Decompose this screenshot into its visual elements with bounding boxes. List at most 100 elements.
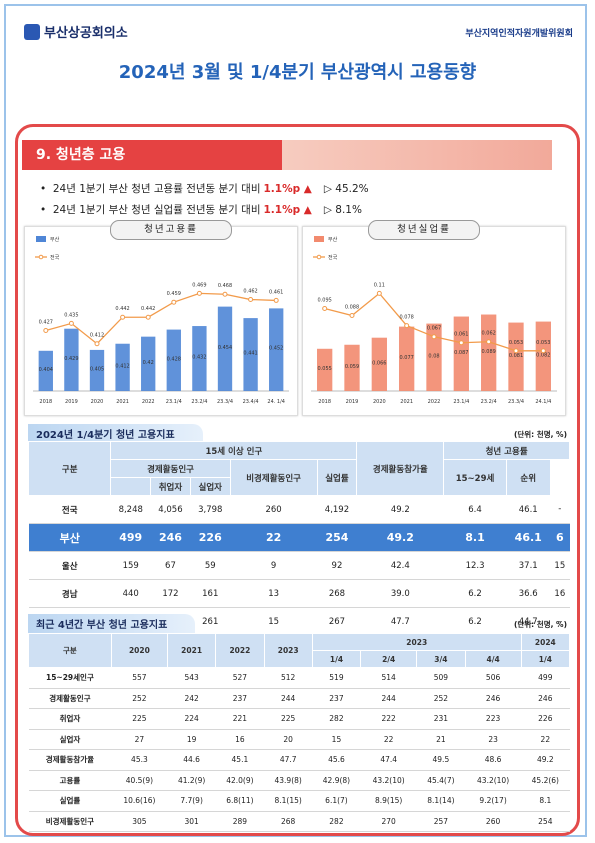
table-unit: (단위: 천명, %) <box>513 620 567 629</box>
table-cell: 499 <box>110 523 151 552</box>
bar <box>166 329 181 391</box>
table-cell: 44.7 <box>506 607 551 636</box>
table-cell: 260 <box>465 811 522 832</box>
table: 구분 15세 이상 인구 경제활동참가율 청년 고용률 경제활동인구 비경제활동… <box>27 441 570 636</box>
table-cell: 45.6 <box>312 749 361 771</box>
data-label: 0.053 <box>509 340 523 346</box>
data-label: 0.428 <box>167 356 181 362</box>
table-cell: 226 <box>521 708 570 730</box>
header-cell: 2022 <box>215 633 265 668</box>
header-cell: 실업자 <box>189 477 231 496</box>
table-cell: 49.2 <box>356 523 444 552</box>
table-cell: 261 <box>190 607 231 636</box>
table-cell: 6 <box>550 523 570 552</box>
table-cell: 246 <box>521 688 570 709</box>
bar <box>426 323 442 391</box>
table-cell: 282 <box>312 811 361 832</box>
data-label: 0.454 <box>218 345 232 351</box>
row-label: 경남 <box>28 579 111 608</box>
table-cell: 512 <box>264 667 313 689</box>
x-tick-label: 23.4/4 <box>243 399 259 405</box>
header-cell: 경제활동참가율 <box>356 441 445 496</box>
bar <box>453 316 469 391</box>
row-label: 취업자 <box>28 708 112 730</box>
line-marker <box>94 341 100 347</box>
bar <box>535 321 551 391</box>
table-cell: 15 <box>312 729 361 750</box>
data-label: 0.067 <box>427 326 441 332</box>
header-cell <box>110 477 152 496</box>
data-label: 0.461 <box>269 289 283 295</box>
legend-swatch <box>316 254 322 260</box>
logo-icon <box>24 23 40 40</box>
section-title: 9. 청년층 고용 <box>22 140 282 170</box>
x-tick-label: 23.2/4 <box>481 399 497 405</box>
table-cell: 225 <box>111 708 168 730</box>
x-tick-label: 2022 <box>428 399 441 405</box>
table-cell: 43.2(10) <box>360 770 417 791</box>
bullet-result: ▷ 8.1% <box>323 204 362 216</box>
table-cell: 6.4 <box>443 495 507 524</box>
data-label: 0.062 <box>482 331 496 337</box>
bar <box>371 337 387 391</box>
table-cell: 49.2 <box>356 495 444 524</box>
x-tick-label: 2021 <box>116 399 129 405</box>
chart-title: 청년실업률 <box>368 220 480 240</box>
table-row: 취업자 225 224 221 225 282 222 231 223 226 <box>28 708 570 730</box>
row-label: 전국 <box>28 495 111 524</box>
table-cell: 268 <box>264 811 313 832</box>
table-cell: 237 <box>215 688 265 709</box>
data-label: 0.081 <box>509 353 523 359</box>
table-cell: 223 <box>465 708 522 730</box>
data-label: 0.412 <box>115 363 129 369</box>
table-cell: 289 <box>215 811 265 832</box>
table-cell: 6.1(7) <box>312 790 361 812</box>
table-cell: 16 <box>550 579 570 608</box>
table-cell: 221 <box>215 708 265 730</box>
table-row: 경제활동인구 252 242 237 244 237 244 252 246 246 <box>28 688 570 709</box>
table-cell: 267 <box>317 607 357 636</box>
table-cell: 15 <box>230 607 318 636</box>
table-cell: 440 <box>110 579 151 608</box>
data-label: 0.432 <box>192 355 206 361</box>
table-cell: 22 <box>521 729 570 750</box>
table-row: 경남 440 172 161 13 268 39.0 6.2 36.6 16 <box>28 579 570 608</box>
header-cell: 1/4 <box>520 650 571 668</box>
bar <box>481 314 497 391</box>
x-tick-label: 24.1/4 <box>535 399 551 405</box>
table-cell: 47.4 <box>360 749 417 771</box>
table-cell: 252 <box>111 688 168 709</box>
table-row: 부산 499 246 226 22 254 49.2 8.1 46.1 6 <box>28 523 570 552</box>
table-cell: 8.1(14) <box>416 790 466 812</box>
data-label: 0.42 <box>143 360 154 366</box>
table-cell: 527 <box>215 667 265 689</box>
content-box <box>15 124 580 836</box>
data-label: 0.088 <box>345 305 359 311</box>
table-row: 고용률 40.5(9) 41.2(9) 42.0(9) 43.9(8) 42.9(8) 43… <box>28 770 570 791</box>
data-label: 0.469 <box>192 282 206 288</box>
table-cell: 252 <box>416 688 466 709</box>
line-marker <box>222 291 228 297</box>
table-cell: 41.2(9) <box>167 770 216 791</box>
table-cell: 519 <box>312 667 361 689</box>
bar <box>269 308 284 391</box>
bullet-change: 1.1%p ▲ <box>263 183 312 195</box>
table-cell: 39.0 <box>356 579 444 608</box>
x-tick-label: 2018 <box>39 399 52 405</box>
row-label: 비경제활동인구 <box>28 811 112 832</box>
data-label: 0.462 <box>243 289 257 295</box>
bar <box>508 322 524 391</box>
data-label: 0.441 <box>243 351 257 357</box>
line-marker <box>68 320 74 326</box>
chart-panel: 2018 2019 2020 2021 2022 23.1/4 23.2/4 23.3/4 23… <box>24 226 298 416</box>
table-row: 비경제활동인구 305 301 289 268 282 270 257 260 254 <box>28 811 570 832</box>
header-cell: 구분 <box>27 441 112 496</box>
bar <box>317 348 333 391</box>
data-label: 0.059 <box>345 364 359 370</box>
row-label: 고용률 <box>28 770 112 791</box>
line-marker <box>273 297 279 303</box>
bar <box>217 306 233 391</box>
table-cell: 46.1 <box>506 495 551 524</box>
table-cell: 49.5 <box>416 749 466 771</box>
table-cell: 8.9(15) <box>360 790 417 812</box>
